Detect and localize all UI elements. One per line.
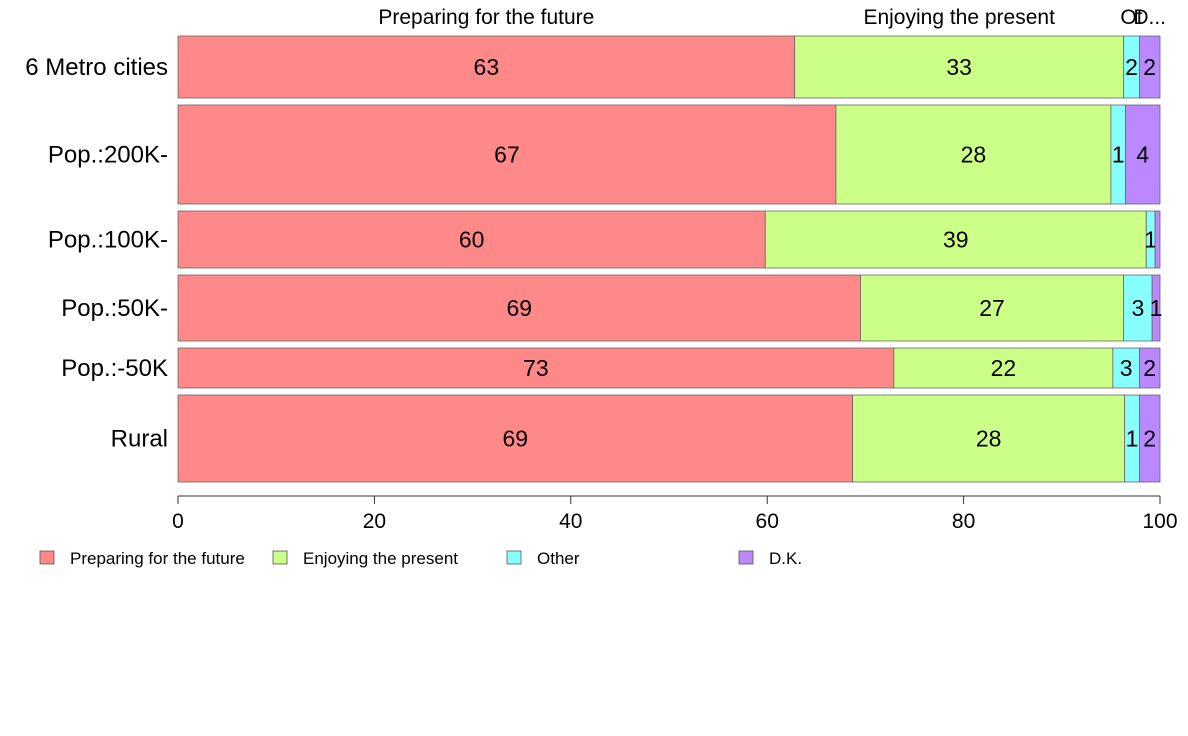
data-label-pop-50k-enjoying-the-present: 27 — [979, 295, 1005, 321]
bar-pop-100k-preparing-for-the-future — [177, 210, 766, 269]
category-labels: 6 Metro cities Pop.:200K- Pop.:100K- Pop.:5… — [25, 54, 168, 453]
data-label-pop-50k-d-k: 1 — [1150, 295, 1163, 321]
data-label-6-metro-cities-preparing-for-the-future: 63 — [474, 54, 500, 80]
bar-pop-200k-enjoying-the-present — [835, 104, 1112, 205]
bar-pop-100k-enjoying-the-present — [764, 210, 1147, 269]
data-label-pop-50k-other: 3 — [1120, 355, 1133, 381]
legend-swatch-d-k — [738, 550, 754, 565]
bars: 63 33 2 267 28 1 460 39 169 27 3 173 22 3 269 28 1 2 — [177, 35, 1163, 483]
x-tick-label-100: 100 — [1142, 510, 1177, 533]
data-label-6-metro-cities-other: 2 — [1125, 54, 1138, 80]
bar-pop-200k-d-k — [1125, 104, 1161, 205]
data-label-pop-200k-d-k: 4 — [1136, 142, 1149, 168]
bar-pop-200k-preparing-for-the-future — [177, 104, 837, 205]
legend-swatch-other — [506, 550, 522, 565]
data-label-pop-100k-enjoying-the-present: 39 — [943, 227, 969, 253]
x-tick-label-80: 80 — [952, 510, 975, 533]
data-label-rural-other: 1 — [1126, 426, 1139, 452]
data-label-pop-100k-other: 1 — [1144, 227, 1157, 253]
data-label-rural-d-k: 2 — [1143, 426, 1156, 452]
bar-rural-enjoying-the-present — [852, 394, 1126, 483]
bar-pop-50k-d-k — [1151, 274, 1161, 342]
data-label-pop-50k-d-k: 2 — [1143, 355, 1156, 381]
category-label-pop-50k: Pop.:-50K — [61, 355, 168, 382]
x-tick-label-0: 0 — [172, 510, 184, 533]
bar-pop-50k-d-k — [1138, 347, 1161, 389]
bar-rural-preparing-for-the-future — [177, 394, 854, 483]
data-label-rural-preparing-for-the-future: 69 — [503, 426, 529, 452]
x-tick-label-20: 20 — [363, 510, 386, 533]
legend-label-other: Other — [537, 549, 580, 568]
bar-pop-50k-preparing-for-the-future — [177, 274, 861, 342]
top-label-enjoying-the-present: Enjoying the present — [863, 6, 1055, 29]
legend-label-d-k: D.K. — [769, 549, 802, 568]
category-label-pop-200k: Pop.:200K- — [48, 142, 168, 169]
bar-rural-d-k — [1138, 394, 1161, 483]
top-series-labels: Preparing for the future Enjoying the pre… — [378, 6, 1166, 29]
data-label-6-metro-cities-d-k: 2 — [1143, 54, 1156, 80]
x-tick-label-60: 60 — [756, 510, 779, 533]
x-tick-label-40: 40 — [559, 510, 582, 533]
top-label-other: Ot — [1120, 6, 1142, 29]
bar-pop-100k-d-k — [1154, 210, 1161, 269]
data-label-pop-200k-preparing-for-the-future: 67 — [494, 142, 520, 168]
category-label-6-metro-cities: 6 Metro cities — [25, 54, 168, 81]
legend-swatch-preparing-for-the-future — [39, 550, 55, 565]
legend-swatch-enjoying-the-present — [272, 550, 288, 565]
legend-label-enjoying-the-present: Enjoying the present — [303, 549, 458, 568]
top-label-d-k: D... — [1133, 6, 1166, 29]
bar-6-metro-cities-d-k — [1138, 35, 1161, 99]
data-label-pop-50k-preparing-for-the-future: 69 — [506, 295, 532, 321]
data-label-pop-50k-enjoying-the-present: 22 — [991, 355, 1017, 381]
bar-pop-50k-preparing-for-the-future — [177, 347, 895, 389]
category-label-rural: Rural — [111, 426, 168, 453]
x-axis: 0 20 40 60 80 100 — [172, 495, 1178, 533]
bar-pop-50k-enjoying-the-present — [860, 274, 1125, 342]
data-label-pop-200k-enjoying-the-present: 28 — [961, 142, 987, 168]
data-label-rural-enjoying-the-present: 28 — [976, 426, 1002, 452]
data-label-pop-200k-other: 1 — [1112, 142, 1125, 168]
data-label-pop-50k-preparing-for-the-future: 73 — [523, 355, 549, 381]
legend-label-preparing-for-the-future: Preparing for the future — [70, 549, 245, 568]
category-label-pop-50k: Pop.:50K- — [61, 295, 168, 322]
data-label-pop-50k-other: 3 — [1132, 295, 1145, 321]
category-label-pop-100k: Pop.:100K- — [48, 227, 168, 254]
top-label-preparing-for-the-future: Preparing for the future — [378, 6, 594, 29]
legend: Preparing for the future Enjoying the pre… — [39, 549, 802, 568]
bar-pop-50k-other — [1123, 274, 1153, 342]
data-label-6-metro-cities-enjoying-the-present: 33 — [946, 54, 972, 80]
data-label-pop-100k-preparing-for-the-future: 60 — [459, 227, 485, 253]
bar-6-metro-cities-enjoying-the-present — [794, 35, 1125, 99]
bar-pop-50k-enjoying-the-present — [893, 347, 1114, 389]
